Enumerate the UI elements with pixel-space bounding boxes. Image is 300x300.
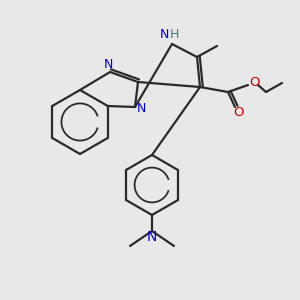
Text: N: N xyxy=(159,28,169,41)
Text: O: O xyxy=(249,76,259,88)
Text: N: N xyxy=(136,103,146,116)
Text: O: O xyxy=(233,106,243,118)
Text: H: H xyxy=(169,28,179,41)
Text: N: N xyxy=(147,230,157,244)
Text: N: N xyxy=(103,58,113,70)
